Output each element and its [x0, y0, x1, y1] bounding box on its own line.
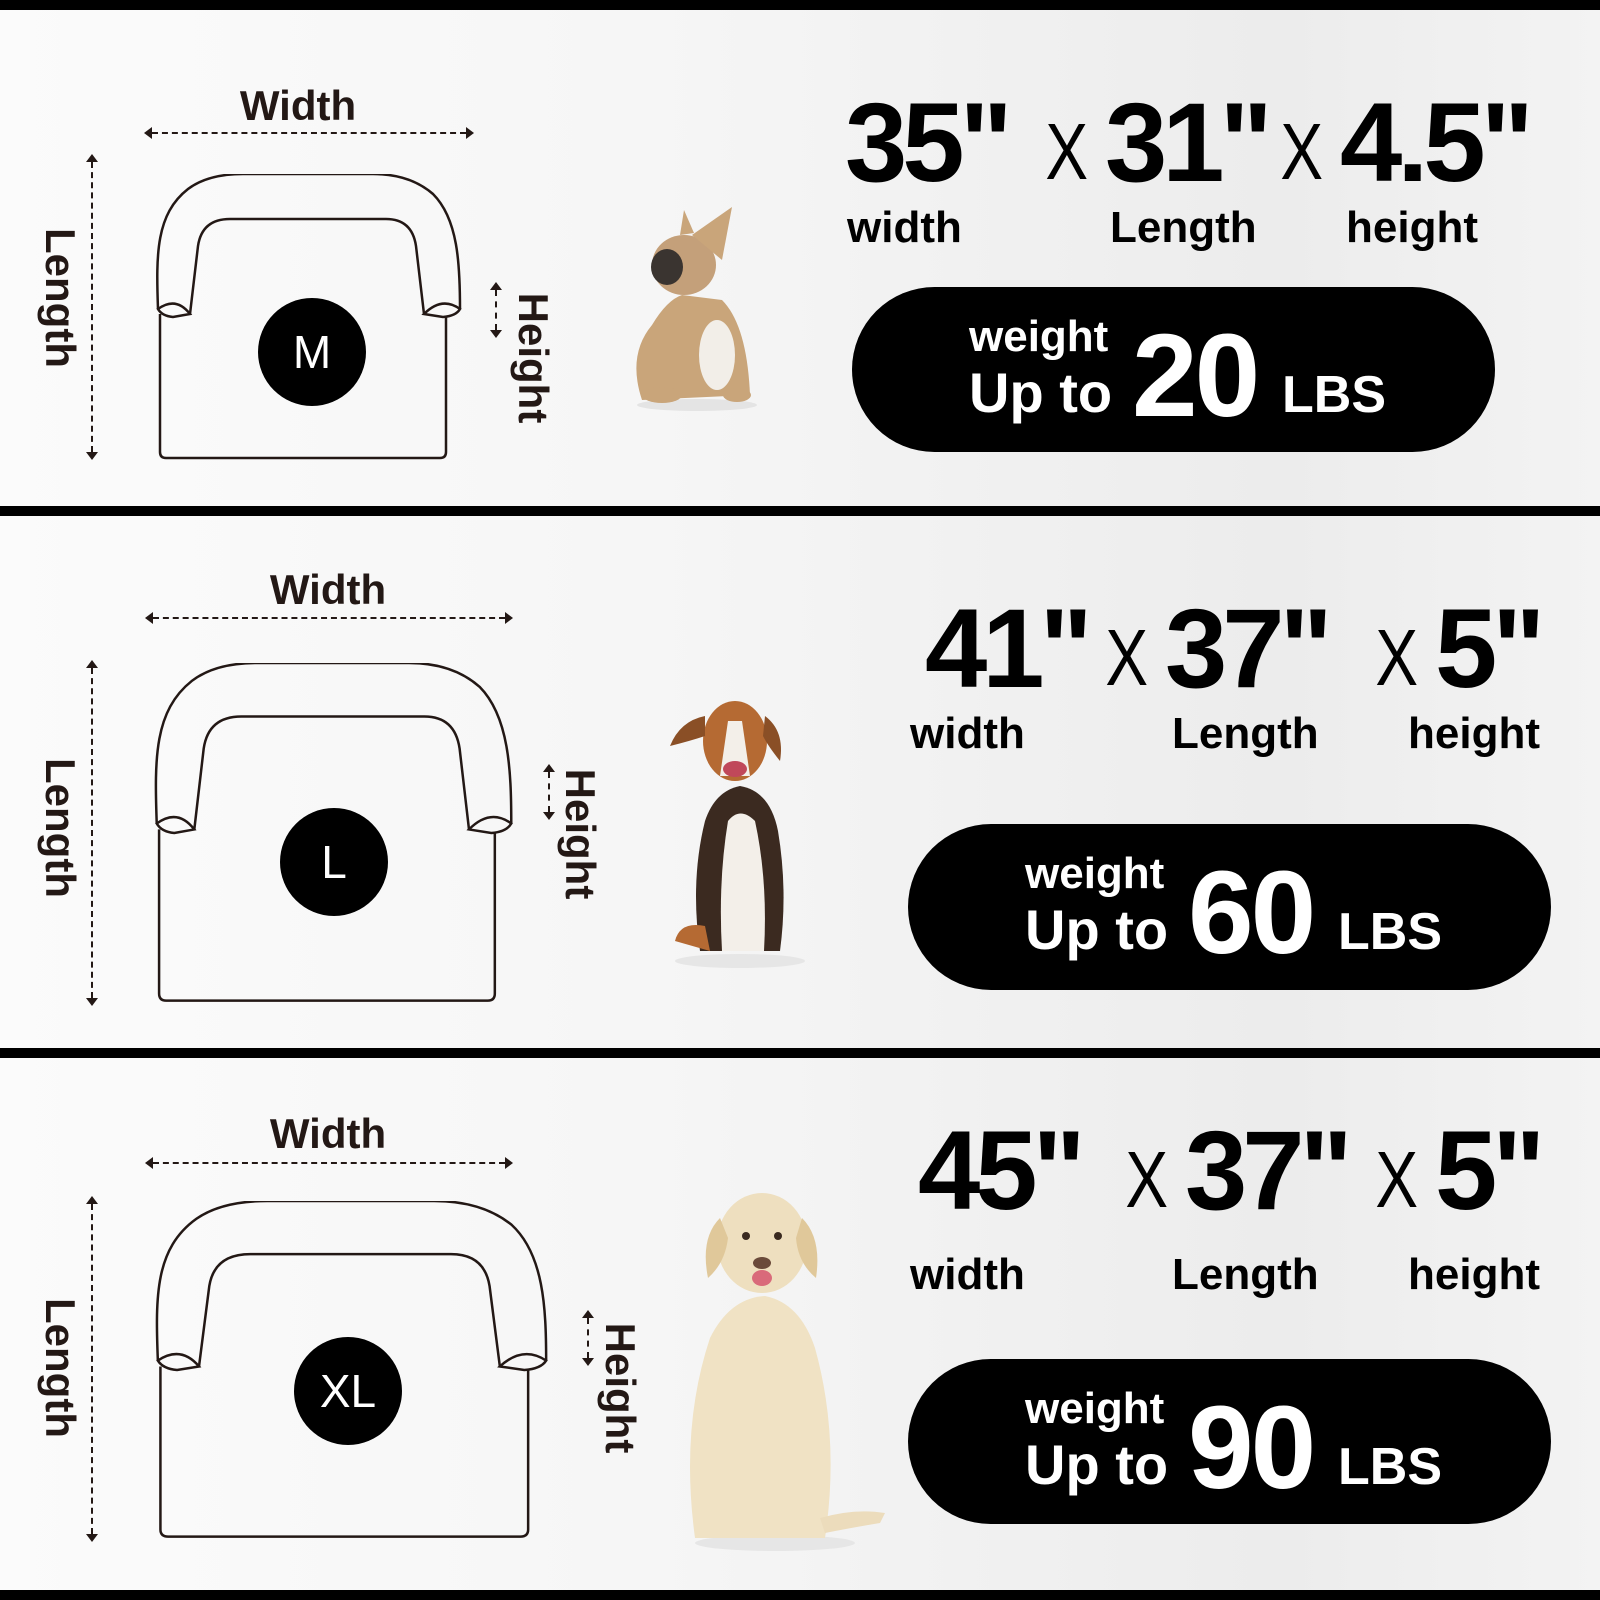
weight-pill: weight Up to 90 LBS [908, 1359, 1551, 1524]
width-label: Width [269, 566, 387, 613]
weight-label: weight [1025, 849, 1165, 898]
length-value: 31" [1105, 80, 1273, 205]
height-label: Height [557, 768, 604, 900]
length-label: Length [37, 758, 84, 898]
weight-value: 90 [1188, 1382, 1316, 1514]
weight-unit: LBS [1338, 1438, 1442, 1496]
size-panel-xl: Width Length XL Height 45" X 37" X 5" wi… [0, 1058, 1600, 1590]
height-label: Height [510, 292, 557, 424]
weight-unit: LBS [1338, 903, 1442, 961]
sofa-outline [145, 1201, 559, 1539]
height-value: 4.5" [1340, 80, 1534, 205]
beagle-image [670, 701, 805, 968]
times-sign: X [1125, 1135, 1169, 1224]
length-value: 37" [1165, 586, 1333, 711]
sofa-outline [148, 174, 470, 460]
height-arrow [490, 282, 502, 338]
height-caption: height [1408, 709, 1540, 758]
times-sign: X [1375, 1135, 1419, 1224]
size-badge: L [280, 808, 388, 916]
size-badge: M [258, 298, 366, 406]
weight-value: 20 [1132, 310, 1260, 442]
width-value: 35" [845, 80, 1013, 205]
french-bulldog-image [636, 207, 757, 411]
times-sign: X [1375, 613, 1419, 702]
weight-label: weight [969, 312, 1109, 361]
labrador-image [690, 1193, 885, 1551]
width-arrow [145, 1157, 513, 1169]
width-label: Width [269, 1110, 387, 1157]
width-caption: width [910, 1250, 1025, 1299]
length-caption: Length [1172, 1250, 1319, 1299]
height-value: 5" [1435, 586, 1545, 711]
length-caption: Length [1110, 203, 1257, 252]
length-label: Length [37, 228, 84, 368]
height-arrow [543, 764, 555, 820]
length-caption: Length [1172, 709, 1319, 758]
width-caption: width [847, 203, 962, 252]
times-sign: X [1280, 107, 1324, 196]
size-panel-l: Width Length L Height 41" X 37" X 5" wid… [0, 516, 1600, 1048]
length-arrow [86, 1196, 98, 1542]
height-caption: height [1408, 1250, 1540, 1299]
height-value: 5" [1435, 1108, 1545, 1233]
weight-pill: weight Up to 20 LBS [852, 287, 1495, 452]
up-to-label: Up to [1025, 898, 1169, 961]
size-badge: XL [294, 1337, 402, 1445]
sofa-outline [145, 663, 523, 1003]
times-sign: X [1045, 107, 1089, 196]
times-sign: X [1105, 613, 1149, 702]
length-arrow [86, 660, 98, 1006]
weight-value: 60 [1188, 847, 1316, 979]
width-value: 41" [925, 586, 1093, 711]
weight-unit: LBS [1282, 366, 1386, 424]
up-to-label: Up to [1025, 1433, 1169, 1496]
width-caption: width [910, 709, 1025, 758]
height-arrow [582, 1310, 594, 1366]
width-value: 45" [918, 1108, 1086, 1233]
weight-pill: weight Up to 60 LBS [908, 824, 1551, 990]
height-label: Height [597, 1322, 644, 1454]
height-caption: height [1346, 203, 1478, 252]
weight-label: weight [1025, 1384, 1165, 1433]
length-arrow [86, 154, 98, 460]
size-panel-m: Width Length M Height 35" X 31" X 4.5" w… [0, 10, 1600, 506]
width-label: Width [239, 82, 357, 129]
up-to-label: Up to [969, 361, 1113, 424]
length-value: 37" [1185, 1108, 1353, 1233]
width-arrow [144, 127, 474, 139]
width-arrow [145, 612, 513, 624]
length-label: Length [37, 1298, 84, 1438]
